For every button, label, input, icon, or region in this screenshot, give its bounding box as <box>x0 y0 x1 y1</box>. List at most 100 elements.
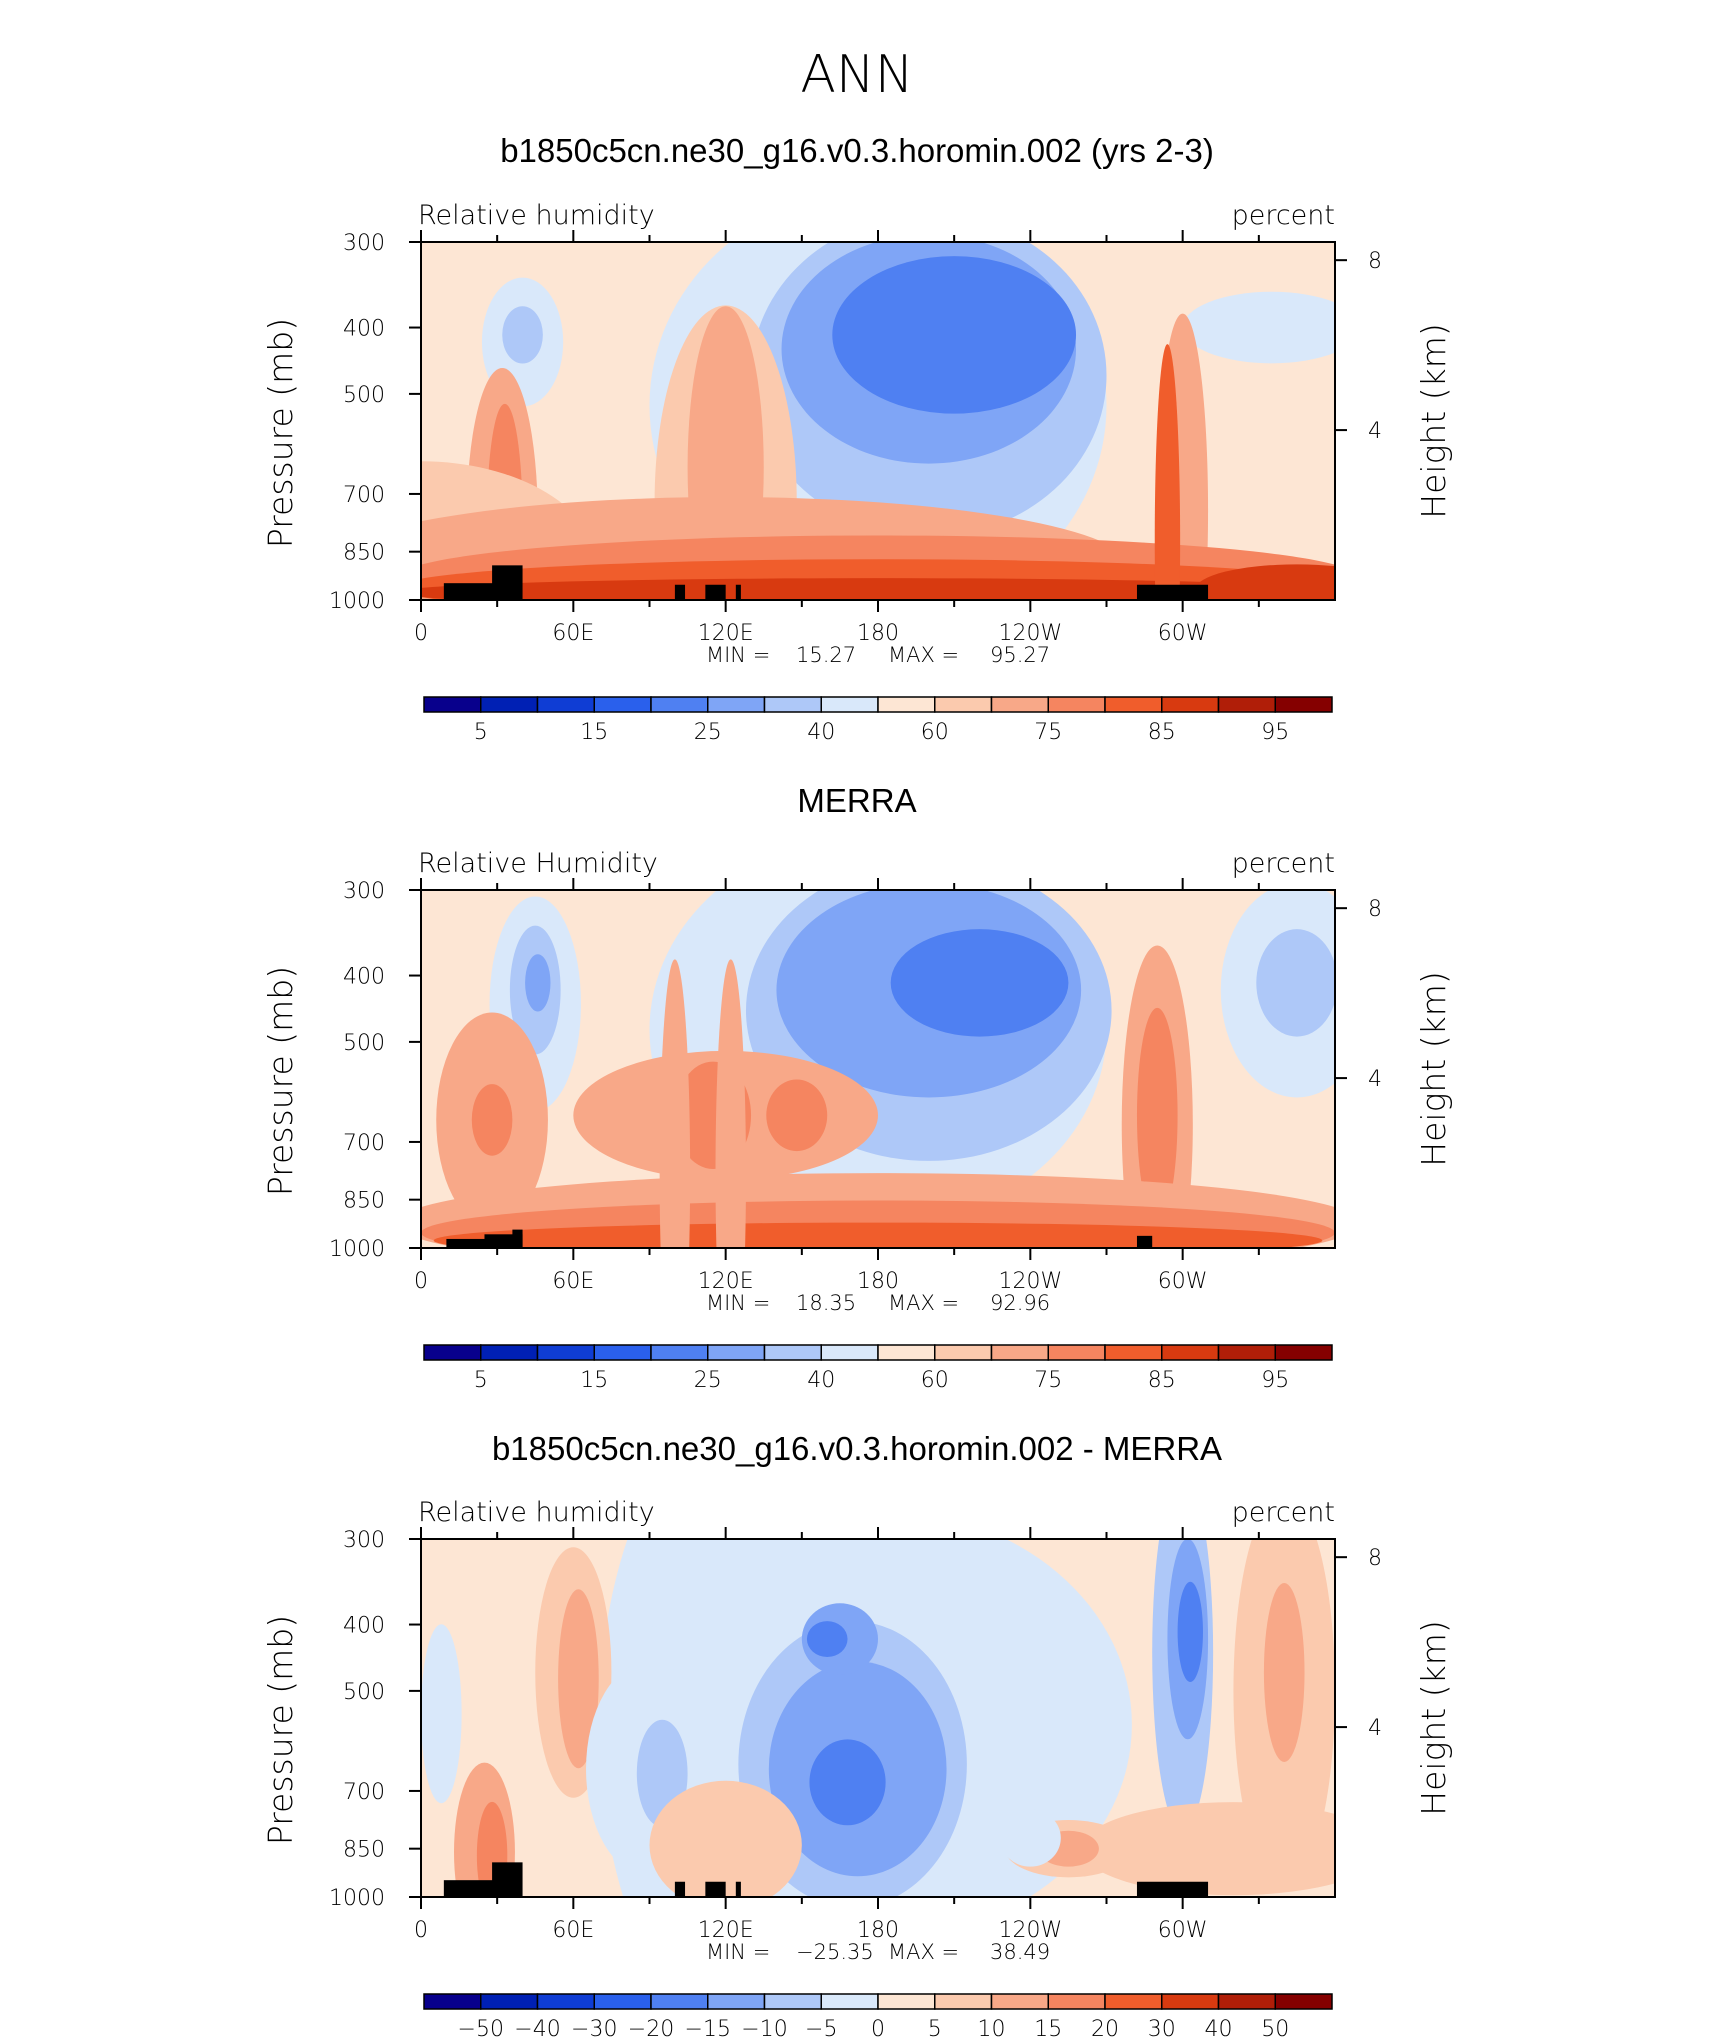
min-label: MIN = <box>706 1940 770 1964</box>
colorbar-label: −30 <box>571 2017 617 2038</box>
colorbar-box <box>1217 696 1276 713</box>
colorbar-box <box>423 1344 482 1361</box>
colorbar-label: −5 <box>805 2017 837 2038</box>
colorbar-label: −50 <box>458 2017 504 2038</box>
units-label: percent <box>1232 848 1335 879</box>
contour-region <box>1136 1007 1178 1223</box>
colorbar-box <box>1274 1993 1333 2010</box>
colorbar-box <box>877 696 936 713</box>
topography-mask <box>1136 1235 1153 1248</box>
x-tick-label: 120W <box>998 621 1062 646</box>
field <box>421 242 1335 600</box>
colorbar-label: 75 <box>1034 1368 1062 1393</box>
colorbar-box <box>707 696 766 713</box>
x-tick-label: 180 <box>857 1918 899 1943</box>
colorbar-box <box>990 696 1049 713</box>
colorbar-box <box>990 1344 1049 1361</box>
contour-region <box>1177 1581 1203 1683</box>
topography-mask <box>446 1238 498 1248</box>
contour-region <box>1263 1582 1305 1762</box>
colorbar-label: 30 <box>1148 2017 1176 2038</box>
colorbar-label: 5 <box>928 2017 942 2038</box>
panel-obs: MERRA Relative Humidity percent 0 60E 120E 180… <box>261 782 1453 1393</box>
colorbar-label: 0 <box>871 2017 885 2038</box>
colorbar-box <box>1104 696 1163 713</box>
colorbar-label: 5 <box>474 1368 488 1393</box>
x-tick-label: 0 <box>414 1269 428 1294</box>
topography-mask <box>705 1881 726 1897</box>
x-tick-label: 180 <box>857 1269 899 1294</box>
topography-mask <box>674 1881 686 1897</box>
colorbar-box <box>1161 1344 1220 1361</box>
y-tick-label: 500 <box>343 383 385 408</box>
y-tick-label: 500 <box>343 1680 385 1705</box>
contour-region <box>659 959 691 1248</box>
colorbar-box <box>650 696 709 713</box>
y-tick-label: 700 <box>343 1131 385 1156</box>
panel-model: b1850c5cn.ne30_g16.v0.3.horomin.002 (yrs… <box>261 132 1453 745</box>
contour-region <box>832 256 1077 414</box>
y-right-tick-label: 8 <box>1368 897 1382 922</box>
colorbar-label: 95 <box>1261 1368 1289 1393</box>
colorbar-box <box>650 1344 709 1361</box>
contour-region <box>809 1739 886 1826</box>
colorbar-label: −40 <box>514 2017 560 2038</box>
contour-region <box>1256 929 1335 1037</box>
colorbar-box <box>480 1344 539 1361</box>
colorbar-box <box>536 1993 595 2010</box>
colorbar-box <box>593 1344 652 1361</box>
topography-mask <box>492 565 523 600</box>
min-value: 15.27 <box>796 643 856 667</box>
x-tick-label: 0 <box>414 1918 428 1943</box>
colorbar-box <box>820 1344 879 1361</box>
x-tick-label: 60W <box>1158 621 1208 646</box>
contour-region <box>558 1589 599 1769</box>
y-tick-label: 850 <box>343 1838 385 1863</box>
colorbar-label: 75 <box>1034 720 1062 745</box>
contour-region <box>806 1621 848 1657</box>
y-tick-label: 300 <box>343 879 385 904</box>
x-tick-label: 60W <box>1158 1918 1208 1943</box>
colorbar-box <box>707 1993 766 2010</box>
colorbar-label: −10 <box>741 2017 787 2038</box>
contour-region <box>1182 291 1335 364</box>
y-right-axis-title: Height (km) <box>1414 323 1453 518</box>
min-label: MIN = <box>706 643 770 667</box>
contour-region <box>890 929 1069 1037</box>
y-tick-label: 1000 <box>329 1886 385 1911</box>
y-right-tick-label: 8 <box>1368 249 1382 274</box>
colorbar-label: 40 <box>1205 2017 1233 2038</box>
colorbar-label: 15 <box>580 720 608 745</box>
contour-region <box>1154 344 1181 600</box>
max-label: MAX = <box>888 1940 959 1964</box>
topography-mask <box>705 584 726 600</box>
colorbar-label: −15 <box>685 2017 731 2038</box>
y-tick-label: 300 <box>343 1528 385 1553</box>
units-label: percent <box>1232 1497 1335 1528</box>
colorbar-label: 60 <box>921 1368 949 1393</box>
colorbar-box <box>934 1993 993 2010</box>
contour-region <box>715 959 746 1248</box>
colorbar-label: 85 <box>1148 720 1176 745</box>
max-value: 92.96 <box>990 1291 1050 1315</box>
topography-mask <box>1136 1881 1209 1897</box>
min-value: 18.35 <box>796 1291 856 1315</box>
colorbar-box <box>877 1344 936 1361</box>
contour-region <box>502 306 543 364</box>
y-tick-label: 300 <box>343 231 385 256</box>
x-tick-label: 60E <box>552 621 594 646</box>
colorbar-label: 50 <box>1261 2017 1289 2038</box>
colorbar-box <box>1104 1344 1163 1361</box>
colorbar-label: 25 <box>694 1368 722 1393</box>
colorbar-box <box>1217 1993 1276 2010</box>
colorbar-label: 40 <box>807 1368 835 1393</box>
colorbar-box <box>820 696 879 713</box>
panel-title: b1850c5cn.ne30_g16.v0.3.horomin.002 - ME… <box>492 1430 1222 1467</box>
min-value: −25.35 <box>796 1940 874 1964</box>
contour-region <box>999 1809 1061 1867</box>
colorbar-label: 20 <box>1091 2017 1119 2038</box>
variable-label: Relative humidity <box>418 200 655 231</box>
colorbar-box <box>1104 1993 1163 2010</box>
colorbar-label: 85 <box>1148 1368 1176 1393</box>
